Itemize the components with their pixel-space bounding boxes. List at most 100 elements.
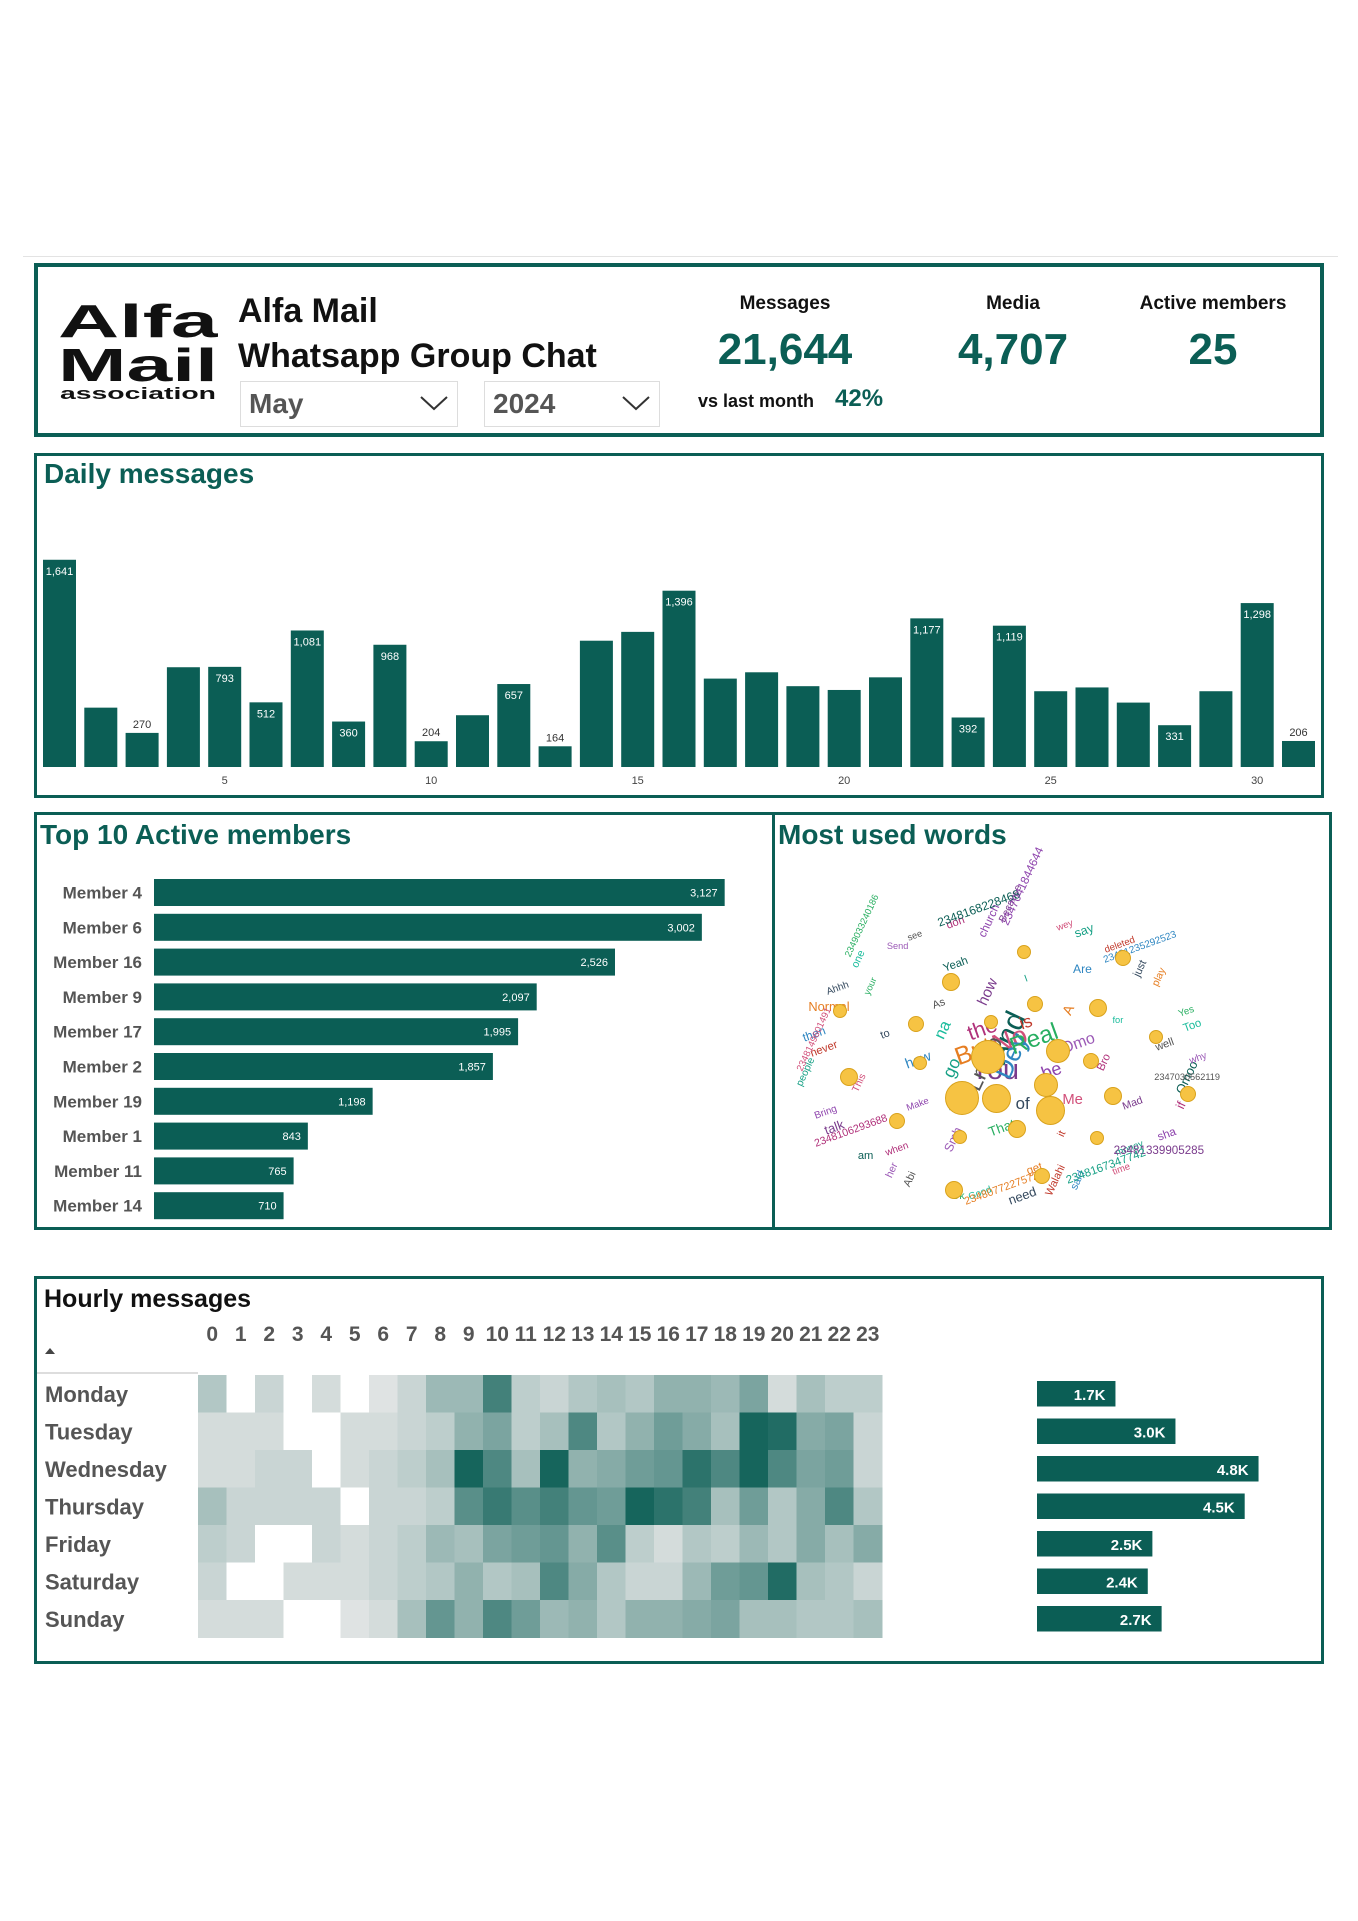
word-cloud-word: just [1131,958,1150,980]
word-cloud-word: Yes [1176,1003,1196,1020]
word-cloud-word: na [930,1017,955,1043]
daily-bar-label: 164 [546,732,564,744]
member-bar-label: 2,097 [502,992,530,1004]
most-used-words-title: Most used words [778,819,1007,850]
daily-bar-label: 360 [339,728,357,740]
hour-column-label: 3 [292,1323,304,1346]
daily-bar-label: 331 [1165,731,1183,743]
heatmap-cell [853,1525,883,1563]
heatmap-cell [397,1450,427,1488]
heatmap-cell [283,1450,313,1488]
heatmap-cell [825,1525,854,1563]
laughing-emoji-icon [953,1129,968,1144]
year-dropdown[interactable]: 2024 [484,381,660,427]
day-row-label: Tuesday [45,1419,133,1444]
day-total-bar [1037,1606,1162,1632]
heatmap-cell [483,1562,512,1601]
heatmap-cell [597,1412,626,1451]
hour-column-label: 21 [799,1323,823,1346]
daily-bar [125,732,159,767]
member-name-label: Member 11 [54,1162,142,1181]
heatmap-cell [540,1487,569,1526]
heatmap-cell [682,1375,712,1413]
day-row-label: Sunday [45,1607,125,1632]
active-members-kpi-label: Active members [1139,293,1287,314]
day-row-label: Wednesday [45,1457,168,1482]
heatmap-cell [283,1487,313,1526]
member-bar-label: 843 [282,1131,300,1143]
month-dropdown[interactable]: May [240,381,458,427]
member-name-label: Member 2 [63,1058,142,1077]
heatmap-cell [426,1562,455,1601]
heatmap-cell [226,1450,256,1488]
top-members-chart: Member 4 3,127 Member 6 3,002 Member 16 2,526… [53,879,725,1220]
word-cloud-word: 2347041844644 [998,845,1046,928]
chevron-down-icon [420,396,448,411]
laughing-emoji-icon [1026,996,1043,1013]
hour-column-label: 22 [828,1323,851,1346]
heatmap-cell [825,1600,854,1638]
heatmap-cell [426,1375,455,1413]
heatmap-cell [511,1600,541,1638]
heatmap-cell [682,1525,712,1563]
heatmap-cell [711,1412,740,1451]
word-cloud-word: play [1150,966,1169,989]
heatmap-cell [511,1412,541,1451]
member-bar-label: 1,857 [458,1062,486,1074]
heatmap-cell [654,1525,683,1563]
page-frame-line [23,256,1338,257]
org-name: Alfa Mail [238,292,378,330]
hour-column-label: 14 [600,1323,624,1346]
daily-bar-label: 206 [1289,727,1307,739]
heatmap-cell [426,1525,455,1563]
word-cloud: AndYouNoDeyButRealLmaothebegoisofnaOmoLi… [795,845,1220,1227]
day-row-label: Thursday [45,1494,145,1519]
daily-bar [992,625,1026,767]
heatmap-cell [454,1450,484,1488]
word-cloud-word: how [974,976,1002,1009]
heatmap-cell [597,1450,626,1488]
heatmap-cell [597,1562,626,1601]
member-bar-label: 710 [258,1201,276,1213]
laughing-emoji-icon [912,1056,927,1071]
heatmap-cell [454,1525,484,1563]
laughing-emoji-icon [942,972,961,991]
daily-messages-panel: Daily messages 1,641 270 793 512 1,081 360 968… [34,453,1324,798]
heatmap-cell [511,1375,541,1413]
heatmap-cell [226,1375,256,1413]
word-cloud-word: 2348167347742 [1064,1146,1148,1187]
member-bar-label: 765 [268,1166,286,1178]
laughing-emoji-icon [1114,949,1131,966]
heatmap-cell [597,1525,626,1563]
heatmap-cell [483,1487,512,1526]
heatmap-cell [739,1450,769,1488]
day-row-label: Monday [45,1382,129,1407]
hour-column-label: 13 [571,1323,594,1346]
daily-bar [43,559,76,767]
member-name-label: Member 4 [63,884,143,903]
daily-bar-label: 1,298 [1243,609,1271,621]
day-total-bar [1037,1568,1148,1594]
heatmap-cell [825,1450,854,1488]
heatmap-cell [426,1600,455,1638]
daily-bar-label: 1,177 [913,624,941,636]
heatmap-cell [682,1450,712,1488]
media-kpi-label: Media [986,293,1040,314]
heatmap-cell [255,1375,284,1413]
heatmap-cell [597,1600,626,1638]
daily-bar [662,590,696,767]
heatmap-cell [454,1562,484,1601]
laughing-emoji-icon [971,1040,1006,1075]
hour-column-label: 8 [434,1323,446,1346]
daily-bar [869,677,902,767]
word-cloud-word: Ahhh [825,979,851,999]
word-cloud-word: to [879,1027,892,1042]
laughing-emoji-icon [944,1080,979,1115]
hour-column-label: 15 [628,1323,652,1346]
heatmap-cell [255,1487,284,1526]
heatmap-cell [796,1525,826,1563]
daily-bar-label: 968 [381,651,399,663]
hour-column-label: 4 [320,1323,332,1346]
member-bar-label: 1,995 [484,1027,512,1039]
heatmap-cell [255,1562,284,1601]
